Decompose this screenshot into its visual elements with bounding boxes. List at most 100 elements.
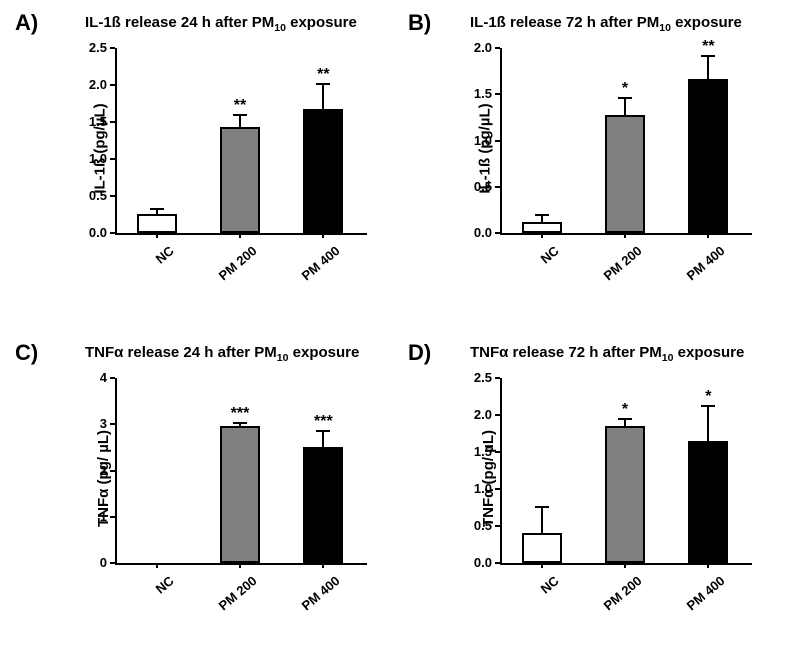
error-bar <box>541 507 543 534</box>
ytick-label: 2 <box>75 463 107 478</box>
ytick-mark <box>110 84 115 86</box>
error-bar <box>322 431 324 447</box>
xtick-mark <box>707 233 709 238</box>
ytick-mark <box>110 377 115 379</box>
ytick-label: 0.5 <box>75 188 107 203</box>
xtick-label: PM 400 <box>665 243 728 299</box>
error-cap <box>535 506 549 508</box>
ytick-label: 1 <box>75 509 107 524</box>
significance-label: * <box>688 388 728 406</box>
xtick-label: PM 200 <box>581 243 644 299</box>
ytick-mark <box>495 186 500 188</box>
bar-B-1 <box>605 115 645 233</box>
xtick-mark <box>541 563 543 568</box>
bar-D-2 <box>688 441 728 563</box>
xtick-label: PM 200 <box>196 243 259 299</box>
ytick-label: 1.5 <box>460 444 492 459</box>
xtick-label: PM 400 <box>665 573 728 629</box>
error-cap <box>150 208 164 210</box>
bar-D-0 <box>522 533 562 563</box>
ytick-label: 2.0 <box>460 40 492 55</box>
panel-title-B: IL-1ß release 72 h after PM10 exposure <box>470 14 742 34</box>
xtick-mark <box>156 563 158 568</box>
ytick-mark <box>495 414 500 416</box>
xtick-mark <box>707 563 709 568</box>
xtick-label: PM 200 <box>581 573 644 629</box>
ytick-mark <box>110 195 115 197</box>
bar-D-1 <box>605 426 645 563</box>
xtick-label: PM 200 <box>196 573 259 629</box>
ytick-label: 3 <box>75 416 107 431</box>
ytick-mark <box>495 140 500 142</box>
xtick-mark <box>322 563 324 568</box>
xtick-label: NC <box>113 243 176 299</box>
significance-label: * <box>605 401 645 419</box>
ytick-label: 1.0 <box>460 481 492 496</box>
ytick-label: 2.5 <box>75 40 107 55</box>
bar-B-2 <box>688 79 728 233</box>
bar-C-2 <box>303 447 343 563</box>
xtick-label: NC <box>113 573 176 629</box>
ytick-mark <box>110 562 115 564</box>
panel-label-C: C) <box>15 340 38 366</box>
xtick-mark <box>156 233 158 238</box>
ytick-label: 0.5 <box>460 518 492 533</box>
error-bar <box>322 84 324 108</box>
significance-label: *** <box>303 413 343 431</box>
bar-A-2 <box>303 109 343 233</box>
panel-label-B: B) <box>408 10 431 36</box>
error-bar <box>624 98 626 115</box>
xtick-mark <box>624 563 626 568</box>
ytick-mark <box>495 47 500 49</box>
ytick-label: 0 <box>75 555 107 570</box>
ytick-label: 1.5 <box>75 114 107 129</box>
ytick-mark <box>495 232 500 234</box>
panel-title-C: TNFα release 24 h after PM10 exposure <box>85 344 359 364</box>
ytick-mark <box>110 158 115 160</box>
xtick-mark <box>624 233 626 238</box>
bar-A-0 <box>137 214 177 233</box>
ytick-label: 4 <box>75 370 107 385</box>
xtick-mark <box>322 233 324 238</box>
ytick-mark <box>110 516 115 518</box>
xtick-mark <box>239 233 241 238</box>
significance-label: * <box>605 80 645 98</box>
panel-label-A: A) <box>15 10 38 36</box>
ytick-mark <box>495 488 500 490</box>
panel-label-D: D) <box>408 340 431 366</box>
significance-label: *** <box>220 405 260 423</box>
ytick-label: 0.5 <box>460 179 492 194</box>
ytick-label: 0.0 <box>460 225 492 240</box>
ytick-mark <box>110 232 115 234</box>
ytick-mark <box>110 47 115 49</box>
ytick-mark <box>495 377 500 379</box>
ytick-label: 1.0 <box>75 151 107 166</box>
bar-C-1 <box>220 426 260 563</box>
xtick-label: PM 400 <box>280 573 343 629</box>
ytick-mark <box>110 121 115 123</box>
ytick-label: 2.5 <box>460 370 492 385</box>
xtick-mark <box>239 563 241 568</box>
ytick-mark <box>110 423 115 425</box>
ytick-mark <box>495 451 500 453</box>
ytick-label: 2.0 <box>460 407 492 422</box>
error-bar <box>707 406 709 441</box>
bar-A-1 <box>220 127 260 233</box>
xtick-label: NC <box>498 573 561 629</box>
ytick-label: 0.0 <box>75 225 107 240</box>
error-bar <box>541 215 543 222</box>
ytick-mark <box>495 93 500 95</box>
xtick-mark <box>541 233 543 238</box>
error-cap <box>535 214 549 216</box>
xtick-label: PM 400 <box>280 243 343 299</box>
bar-B-0 <box>522 222 562 233</box>
significance-label: ** <box>220 97 260 115</box>
figure-root: A)IL-1ß release 24 h after PM10 exposure… <box>0 0 787 647</box>
ytick-label: 1.5 <box>460 86 492 101</box>
panel-title-D: TNFα release 72 h after PM10 exposure <box>470 344 744 364</box>
xtick-label: NC <box>498 243 561 299</box>
ytick-mark <box>495 562 500 564</box>
ytick-label: 0.0 <box>460 555 492 570</box>
ytick-label: 1.0 <box>460 133 492 148</box>
ytick-mark <box>495 525 500 527</box>
